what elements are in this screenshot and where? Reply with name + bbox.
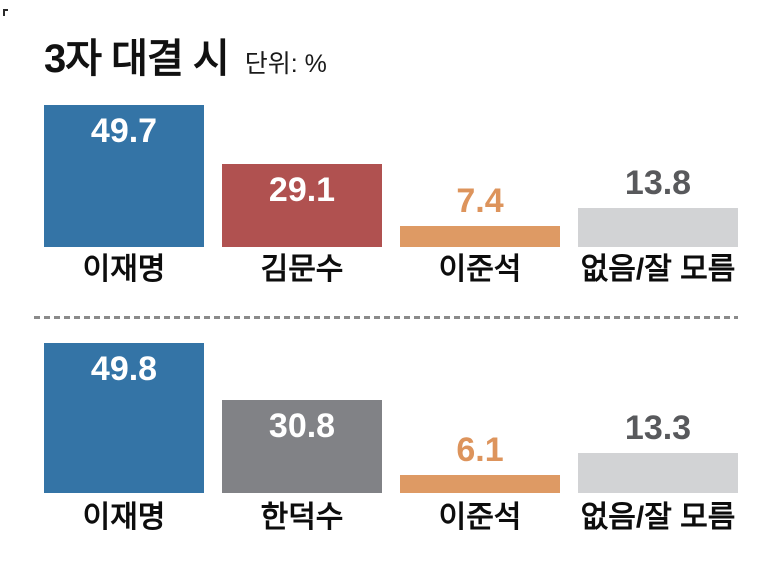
bar: [44, 105, 204, 247]
bar: [44, 343, 204, 493]
category-label: 이재명: [82, 253, 166, 286]
category-label: 이준석: [438, 253, 522, 286]
bar-column: 29.1: [222, 105, 382, 247]
bar: [222, 164, 382, 247]
bar-column: 6.1: [400, 343, 560, 493]
bar-column: 13.8: [578, 105, 738, 247]
value-label: 29.1: [268, 171, 336, 209]
category-labels-top: 이재명 김문수 이준석 없음/잘 모름: [44, 252, 738, 288]
bar-section-top: 49.7 29.1 7.4 13.8: [44, 105, 738, 247]
bar: [578, 208, 738, 247]
bar: [578, 453, 738, 493]
value-label: 30.8: [268, 407, 336, 445]
category-label: 없음/잘 모름: [580, 253, 736, 286]
unit-label: 단위: %: [244, 50, 327, 78]
dashed-divider: [34, 316, 738, 319]
bar-column: 13.3: [578, 343, 738, 493]
value-label: 7.4: [456, 182, 504, 220]
category-labels-bottom: 이재명 한덕수 이준석 없음/잘 모름: [44, 500, 738, 536]
chart-title: 3자 대결 시: [44, 37, 230, 81]
bar: [400, 475, 560, 493]
bar-column: 49.7: [44, 105, 204, 247]
bar-column: 30.8: [222, 343, 382, 493]
category-label: 이재명: [82, 501, 166, 534]
bar: [222, 400, 382, 493]
category-label: 김문수: [260, 253, 344, 286]
value-label: 13.3: [624, 409, 692, 447]
category-label: 한덕수: [260, 501, 344, 534]
bar-column: 49.8: [44, 343, 204, 493]
value-label: 49.7: [90, 112, 158, 150]
category-label: 이준석: [438, 501, 522, 534]
value-label: 6.1: [456, 431, 504, 469]
bar: [400, 226, 560, 247]
value-label: 13.8: [624, 164, 692, 202]
corner-artifact: [3, 9, 8, 16]
value-label: 49.8: [90, 350, 158, 388]
bar-section-bottom: 49.8 30.8 6.1 13.3: [44, 343, 738, 493]
chart-header: 3자 대결 시 단위: %: [44, 26, 327, 84]
bar-column: 7.4: [400, 105, 560, 247]
category-label: 없음/잘 모름: [580, 501, 736, 534]
